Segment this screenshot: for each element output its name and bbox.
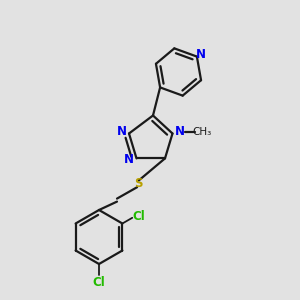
Text: Cl: Cl — [93, 276, 105, 290]
Text: S: S — [134, 177, 143, 190]
Text: N: N — [124, 153, 134, 167]
Text: Cl: Cl — [133, 210, 145, 223]
Text: N: N — [175, 125, 185, 139]
Text: N: N — [196, 48, 206, 61]
Text: CH₃: CH₃ — [192, 127, 211, 137]
Text: N: N — [116, 125, 127, 139]
